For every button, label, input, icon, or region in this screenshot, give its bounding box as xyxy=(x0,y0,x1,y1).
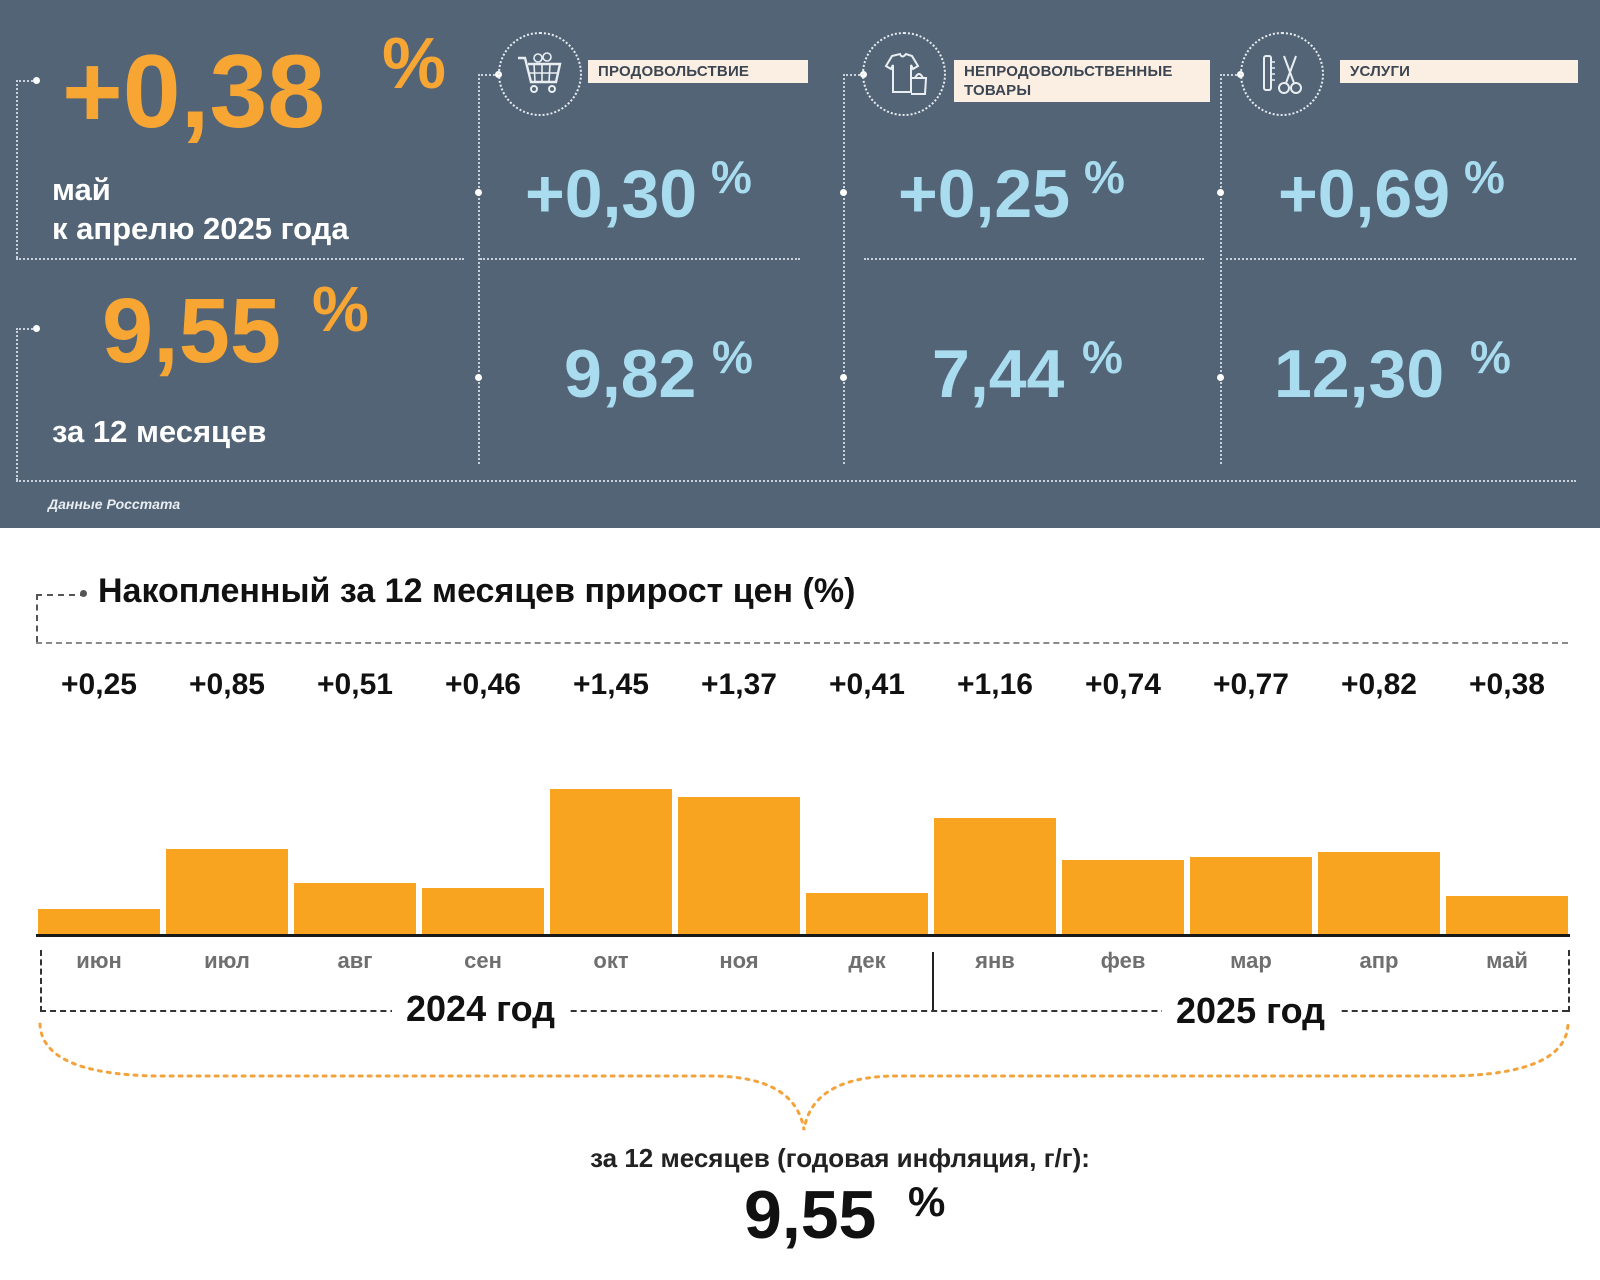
source-note: Данные Росстата xyxy=(48,496,181,512)
clothes-and-bag-icon xyxy=(862,32,946,116)
connector-dot xyxy=(840,374,847,381)
connector xyxy=(16,80,36,82)
divider xyxy=(843,74,845,464)
connector xyxy=(843,74,863,76)
connector xyxy=(1220,74,1240,76)
bar-ноя xyxy=(678,797,800,934)
bar-окт xyxy=(550,789,672,934)
shopping-cart-icon xyxy=(498,32,582,116)
monthly-label: май к апрелю 2025 года xyxy=(52,172,349,246)
stats-panel: +0,38% май к апрелю 2025 года 9,55% за 1… xyxy=(0,0,1600,528)
month-label: мар xyxy=(1230,948,1272,973)
value-label: +0,82 xyxy=(1341,668,1417,701)
month-label: сен xyxy=(464,948,502,973)
title-connector xyxy=(36,594,38,642)
year-bracket-edge xyxy=(40,950,42,1012)
summary-caption: за 12 месяцев (годовая инфляция, г/г): xyxy=(590,1143,1090,1173)
value-label: +0,38 xyxy=(1469,668,1545,701)
value-label: +0,41 xyxy=(829,668,905,701)
connector-dot xyxy=(475,189,482,196)
divider xyxy=(16,258,464,260)
bar-дек xyxy=(806,893,928,934)
bar-авг xyxy=(294,883,416,934)
divider xyxy=(16,80,18,258)
divider xyxy=(864,258,1204,260)
bar-сен xyxy=(422,888,544,934)
title-dot xyxy=(80,590,87,597)
summary-brace xyxy=(38,1022,1570,1131)
annual-label: за 12 месяцев xyxy=(52,414,267,449)
divider xyxy=(1226,258,1576,260)
month-label: окт xyxy=(593,948,629,973)
month-label: ноя xyxy=(719,948,759,973)
services-monthly-value: +0,69% xyxy=(1278,151,1505,232)
value-label: +1,37 xyxy=(701,668,777,701)
title-divider xyxy=(36,642,1568,644)
month-label: апр xyxy=(1359,948,1399,973)
bar-июн xyxy=(38,909,160,934)
divider xyxy=(16,328,18,480)
bar-апр xyxy=(1318,852,1440,934)
bar-июл xyxy=(166,849,288,934)
value-label: +0,51 xyxy=(317,668,393,701)
month-label: дек xyxy=(848,948,886,973)
divider xyxy=(16,480,1576,482)
summary-value: 9,55% xyxy=(744,1177,946,1253)
year-bracket-line xyxy=(40,1010,1568,1012)
value-label: +0,77 xyxy=(1213,668,1289,701)
title-connector xyxy=(36,594,86,596)
month-label: июл xyxy=(204,948,250,973)
divider xyxy=(480,258,800,260)
year-label-2024: 2024 год xyxy=(392,988,569,1030)
bar-мар xyxy=(1190,857,1312,934)
food-annual-value: 9,82% xyxy=(564,331,753,412)
value-label: +0,85 xyxy=(189,668,265,701)
food-monthly-value: +0,30% xyxy=(525,151,752,232)
category-label-services: УСЛУГИ xyxy=(1340,60,1578,83)
connector-dot xyxy=(1217,189,1224,196)
connector xyxy=(16,328,36,330)
month-label: июн xyxy=(76,948,122,973)
month-label: авг xyxy=(337,948,373,973)
nonfood-monthly-value: +0,25% xyxy=(898,151,1125,232)
chart-title: Накопленный за 12 месяцев прирост цен (%… xyxy=(98,572,856,610)
x-axis-baseline xyxy=(36,934,1570,937)
services-annual-value: 12,30% xyxy=(1274,331,1511,412)
divider xyxy=(1220,74,1222,464)
connector-dot xyxy=(1217,374,1224,381)
value-label: +1,16 xyxy=(957,668,1033,701)
scissors-and-comb-icon xyxy=(1240,32,1324,116)
year-label-2025: 2025 год xyxy=(1162,990,1339,1032)
connector-dot xyxy=(840,189,847,196)
connector-dot xyxy=(33,325,40,332)
value-label: +0,74 xyxy=(1085,668,1161,701)
value-label: +0,25 xyxy=(61,668,137,701)
connector-dot xyxy=(475,374,482,381)
annual-value: 9,55% xyxy=(102,273,369,382)
category-label-nonfood: НЕПРОДОВОЛЬСТВЕННЫЕ ТОВАРЫ xyxy=(954,60,1210,102)
connector-dot xyxy=(33,77,40,84)
value-label: +0,46 xyxy=(445,668,521,701)
year-separator xyxy=(932,952,934,1012)
connector xyxy=(478,74,498,76)
month-label: янв xyxy=(975,948,1015,973)
nonfood-annual-value: 7,44% xyxy=(932,331,1123,412)
category-label-food: ПРОДОВОЛЬСТВИЕ xyxy=(588,60,808,83)
month-label: фев xyxy=(1100,948,1146,973)
bar-май xyxy=(1446,896,1568,934)
year-bracket-edge xyxy=(1568,950,1570,1012)
monthly-change-value: +0,38% xyxy=(62,24,447,150)
divider xyxy=(478,74,480,464)
month-label: май xyxy=(1486,948,1528,973)
bar-янв xyxy=(934,818,1056,934)
bar-фев xyxy=(1062,860,1184,934)
value-label: +1,45 xyxy=(573,668,649,701)
